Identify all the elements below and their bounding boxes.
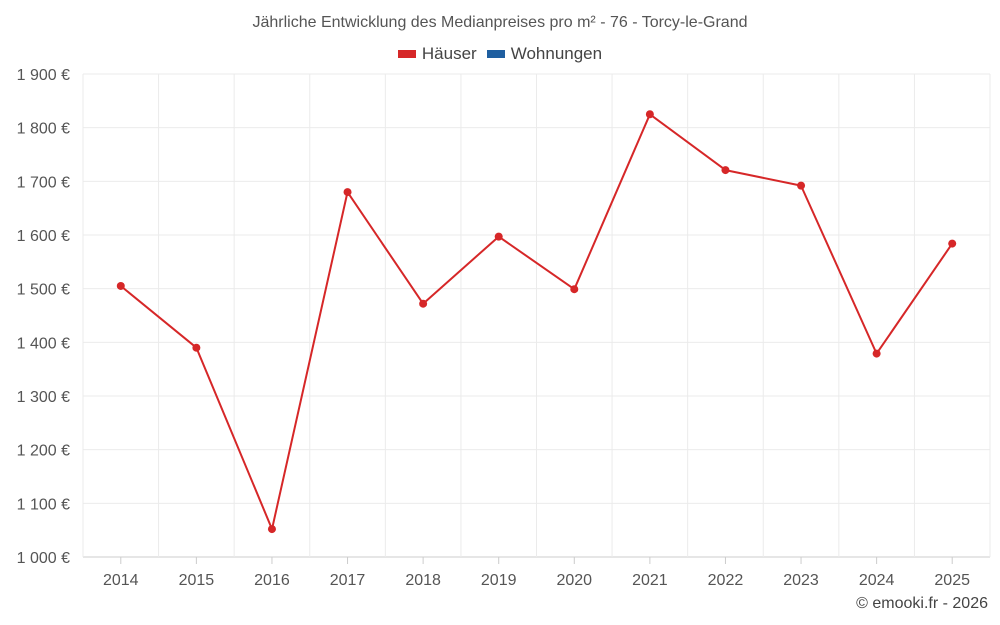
x-tick-label: 2018 <box>405 572 441 589</box>
credit-text: © emooki.fr - 2026 <box>856 595 988 612</box>
legend-label-wohnungen: Wohnungen <box>510 44 603 63</box>
data-point <box>721 166 730 175</box>
y-tick-label: 1 600 € <box>17 228 70 245</box>
x-tick-label: 2016 <box>254 572 290 589</box>
data-point <box>797 181 806 190</box>
data-point <box>645 110 654 119</box>
y-tick-label: 1 400 € <box>17 335 70 352</box>
x-tick-label: 2024 <box>859 572 895 589</box>
x-tick-label: 2017 <box>330 572 366 589</box>
y-tick-label: 1 200 € <box>17 443 70 460</box>
x-tick-label: 2025 <box>934 572 970 589</box>
chart-title: Jährliche Entwicklung des Medianpreises … <box>252 14 748 31</box>
y-tick-label: 1 800 € <box>17 121 70 138</box>
x-tick-label: 2020 <box>556 572 592 589</box>
legend-label-haeuser: Häuser <box>421 44 477 63</box>
legend-swatch-haeuser <box>397 50 416 58</box>
data-point <box>494 232 503 241</box>
data-point <box>192 343 201 352</box>
data-point <box>948 239 957 248</box>
x-tick-label: 2021 <box>632 572 668 589</box>
data-point <box>343 188 352 197</box>
x-tick-label: 2019 <box>481 572 517 589</box>
legend: Häuser Wohnungen <box>0 44 1000 64</box>
data-point <box>872 349 881 358</box>
data-point <box>267 525 276 534</box>
x-tick-label: 2014 <box>103 572 139 589</box>
y-tick-label: 1 000 € <box>17 550 70 567</box>
y-tick-label: 1 100 € <box>17 496 70 513</box>
y-tick-label: 1 900 € <box>17 67 70 84</box>
data-point <box>116 281 125 290</box>
x-tick-label: 2015 <box>179 572 215 589</box>
x-tick-label: 2023 <box>783 572 819 589</box>
y-tick-label: 1 500 € <box>17 282 70 299</box>
series-line-0 <box>120 113 954 531</box>
legend-item-wohnungen[interactable]: Wohnungen <box>486 44 603 64</box>
legend-item-haeuser[interactable]: Häuser <box>397 44 477 64</box>
data-point <box>419 299 428 308</box>
y-tick-label: 1 700 € <box>17 174 70 191</box>
data-point <box>570 285 579 294</box>
x-tick-label: 2022 <box>708 572 744 589</box>
y-tick-label: 1 300 € <box>17 389 70 406</box>
legend-swatch-wohnungen <box>486 50 505 58</box>
